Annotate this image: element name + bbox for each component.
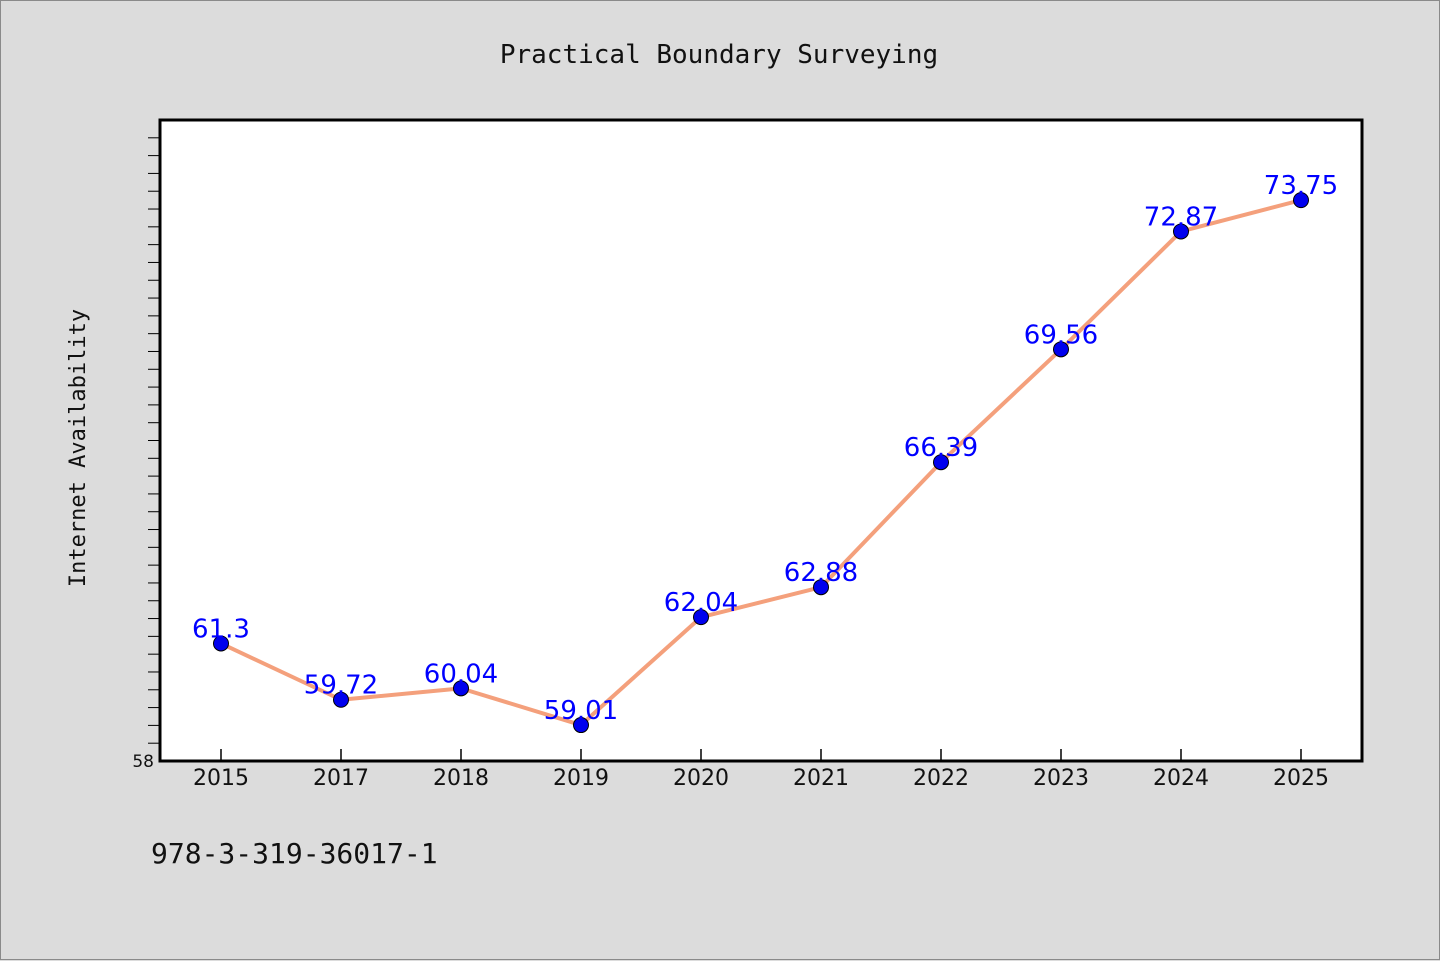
isbn-footer: 978-3-319-36017-1 <box>151 837 438 870</box>
x-tick-label: 2019 <box>553 766 609 791</box>
x-tick-label: 2017 <box>313 766 369 791</box>
x-tick-label: 2015 <box>193 766 249 791</box>
x-tick-label: 2020 <box>673 766 729 791</box>
data-label: 59.72 <box>304 671 378 701</box>
data-point <box>813 579 829 596</box>
x-axis-ticks: 2015 2017 2018 2019 2020 2021 2022 2023 2024 2025 <box>193 749 1329 791</box>
data-point <box>453 680 469 697</box>
data-point <box>1173 223 1189 240</box>
data-label: 62.04 <box>664 588 738 618</box>
data-label: 62.88 <box>784 558 858 588</box>
data-label: 60.04 <box>424 659 498 689</box>
data-point <box>573 717 589 734</box>
y-tick-label: 58 <box>132 752 154 772</box>
data-point <box>1293 192 1309 209</box>
x-tick-label: 2018 <box>433 766 489 791</box>
data-label: 69.56 <box>1024 320 1098 350</box>
data-label: 59.01 <box>544 696 618 726</box>
data-label: 61.3 <box>192 614 250 644</box>
x-tick-label: 2024 <box>1153 766 1209 791</box>
chart-title: Practical Boundary Surveying <box>500 40 938 70</box>
data-point <box>333 691 349 708</box>
x-tick-label: 2022 <box>913 766 969 791</box>
series-line <box>220 198 1302 728</box>
x-tick-label: 2023 <box>1033 766 1089 791</box>
data-point <box>693 609 709 626</box>
y-axis-label: Internet Availability <box>66 309 91 587</box>
data-point <box>213 635 229 652</box>
x-tick-label: 2025 <box>1273 766 1329 791</box>
data-labels-group: 61.3 59.72 60.04 59.01 62.04 62.88 66.39 69.56 7… <box>192 171 1338 726</box>
series-group <box>213 192 1309 734</box>
data-label: 73.75 <box>1264 171 1338 201</box>
data-point <box>1053 341 1069 358</box>
y-axis-ticks: 58 <box>132 137 160 772</box>
plot-area <box>158 118 1364 763</box>
data-label: 66.39 <box>904 433 978 463</box>
data-label: 72.87 <box>1144 202 1218 232</box>
data-point <box>933 454 949 471</box>
x-tick-label: 2021 <box>793 766 849 791</box>
